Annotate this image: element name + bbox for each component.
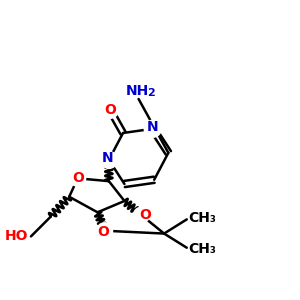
Text: HO: HO — [4, 230, 28, 243]
Circle shape — [102, 102, 118, 118]
Circle shape — [70, 170, 86, 186]
Text: O: O — [72, 171, 84, 185]
Text: O: O — [139, 208, 151, 222]
Text: O: O — [104, 103, 116, 117]
Text: N: N — [102, 152, 113, 166]
Circle shape — [100, 152, 117, 168]
Text: N: N — [147, 120, 159, 134]
Text: CH₃: CH₃ — [188, 242, 216, 256]
Text: NH: NH — [126, 83, 149, 98]
Circle shape — [134, 207, 149, 223]
Circle shape — [97, 223, 112, 239]
Text: O: O — [97, 225, 109, 239]
Text: 2: 2 — [147, 88, 154, 98]
Circle shape — [144, 120, 161, 137]
Text: CH₃: CH₃ — [188, 211, 216, 225]
